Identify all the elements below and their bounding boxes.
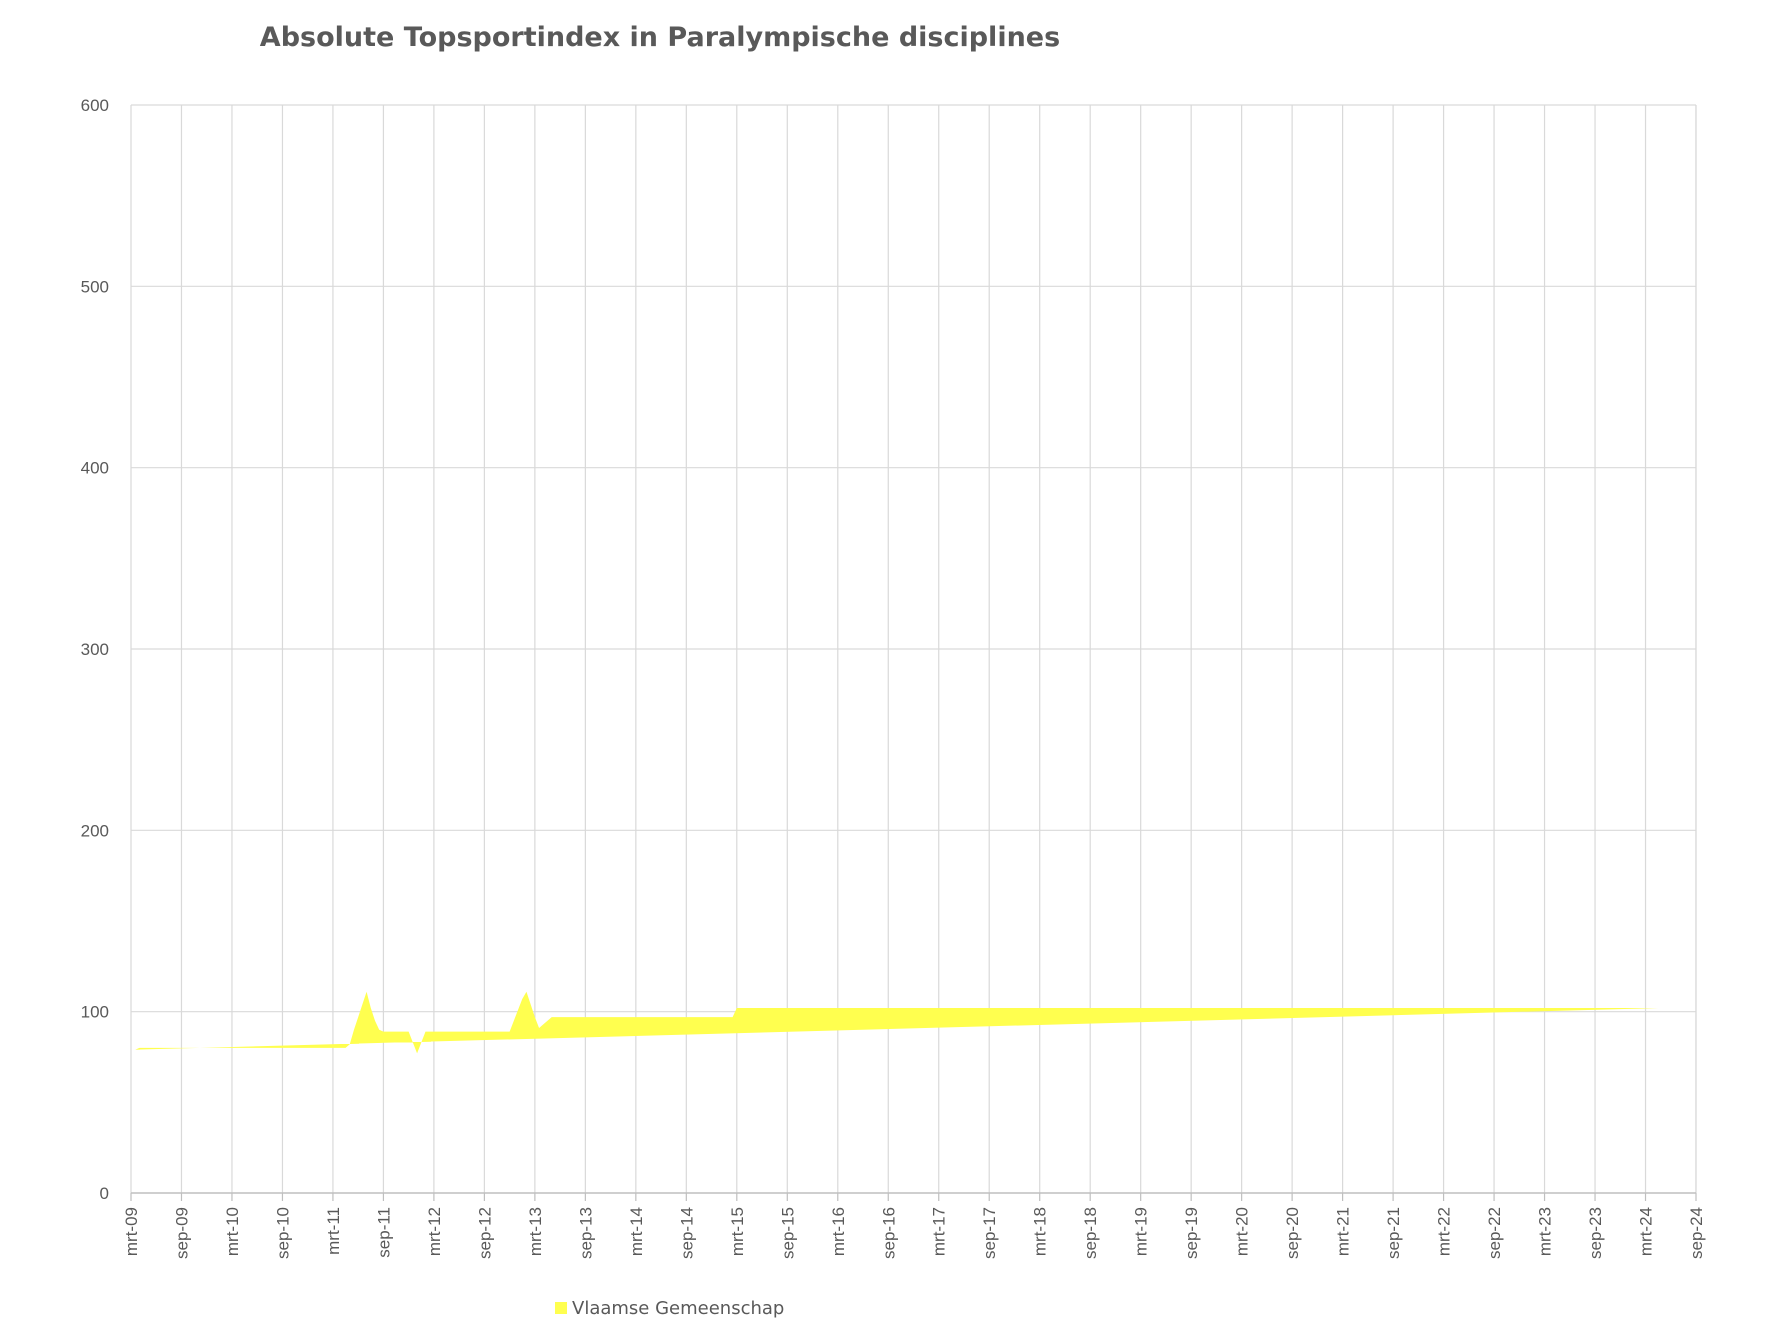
x-tick-label: sep-18 [1081,1207,1100,1259]
x-tick-label: mrt-17 [930,1207,949,1256]
x-tick-label: mrt-11 [324,1207,343,1255]
legend-swatch [555,1302,567,1314]
x-tick-label: mrt-20 [1233,1207,1252,1256]
x-tick-label: sep-13 [576,1207,595,1259]
y-tick-label: 500 [81,277,109,296]
x-tick-label: mrt-18 [1031,1207,1050,1256]
x-tick-label: sep-23 [1586,1207,1605,1259]
y-tick-label: 200 [81,821,109,840]
y-tick-label: 100 [81,1003,109,1022]
y-tick-label: 0 [100,1184,109,1203]
y-tick-label: 300 [81,640,109,659]
x-tick-label: mrt-19 [1132,1207,1151,1256]
x-tick-label: mrt-24 [1637,1207,1656,1256]
x-tick-label: sep-21 [1384,1207,1403,1259]
x-tick-label: sep-10 [273,1207,292,1259]
x-tick-label: mrt-15 [728,1207,747,1256]
x-tick-label: mrt-09 [122,1207,141,1256]
area-layer [131,991,1659,1054]
x-tick-label: mrt-22 [1435,1207,1454,1256]
legend-label: Vlaamse Gemeenschap [572,1298,784,1319]
x-tick-label: sep-24 [1687,1207,1706,1259]
x-tick-label: sep-09 [172,1207,191,1259]
x-tick-label: sep-20 [1283,1207,1302,1259]
x-tick-label: sep-11 [374,1207,393,1258]
x-tick-label: mrt-12 [425,1207,444,1256]
x-tick-label: sep-15 [778,1207,797,1259]
x-tick-label: mrt-21 [1334,1207,1353,1256]
x-tick-label: sep-16 [879,1207,898,1259]
axis-layer: 0 100 200 300 400 500 600 mrt-09 sep-09 mrt-10 sep… [81,96,1706,1259]
x-tick-label: sep-17 [980,1207,999,1259]
y-tick-label: 600 [81,96,109,115]
legend-layer: Vlaamse Gemeenschap [555,1298,784,1319]
x-tick-label: sep-19 [1182,1207,1201,1259]
x-tick-label: mrt-14 [627,1207,646,1256]
y-tick-label: 400 [81,459,109,478]
x-tick-label: sep-22 [1485,1207,1504,1259]
series-area-1 [131,991,1659,1054]
chart-title: Absolute Topsportindex in Paralympische … [259,22,1061,53]
x-tick-label: mrt-10 [223,1207,242,1256]
x-tick-label: sep-14 [677,1207,696,1259]
x-tick-label: mrt-16 [829,1207,848,1256]
x-tick-label: mrt-23 [1536,1207,1555,1256]
x-tick-label: mrt-13 [526,1207,545,1256]
x-tick-label: sep-12 [475,1207,494,1259]
